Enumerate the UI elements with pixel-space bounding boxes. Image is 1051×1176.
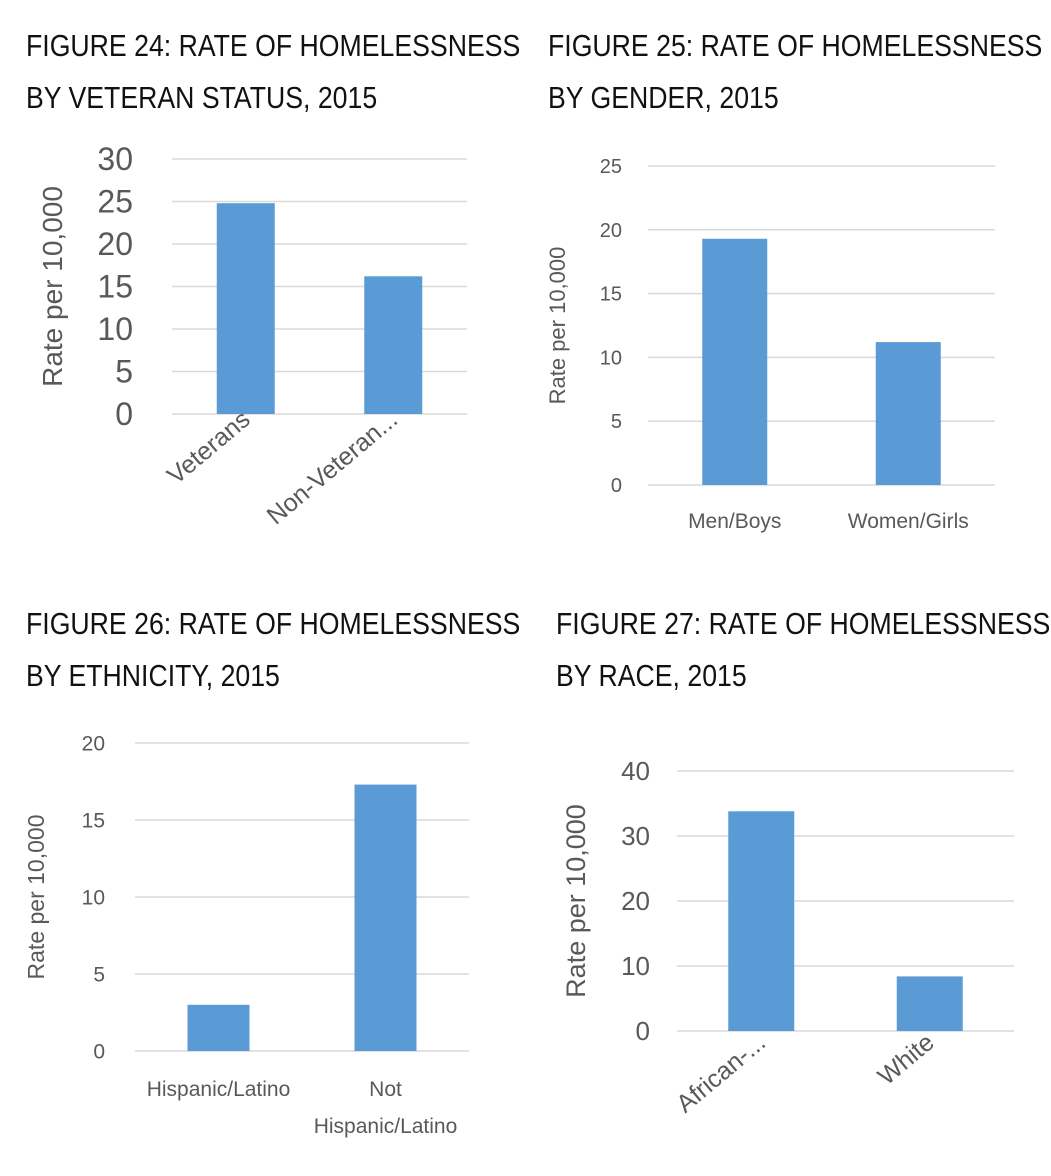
figure-27-title-line-1: FIGURE 27: RATE OF HOMELESSNESS xyxy=(556,606,1051,641)
y-tick-label: 0 xyxy=(115,396,133,432)
y-tick-label: 15 xyxy=(97,269,133,305)
figure-24-title-line-1: FIGURE 24: RATE OF HOMELESSNESS xyxy=(26,28,521,63)
figure-24-title: FIGURE 24: RATE OF HOMELESSNESS BY VETER… xyxy=(26,20,520,124)
y-axis-label: Rate per 10,000 xyxy=(37,186,68,387)
y-tick-label: 0 xyxy=(636,1016,650,1046)
y-tick-label: 20 xyxy=(82,732,105,755)
y-tick-label: 30 xyxy=(621,821,650,851)
figure-27-title: FIGURE 27: RATE OF HOMELESSNESS BY RACE,… xyxy=(556,598,1050,702)
x-tick-label-line: Women/Girls xyxy=(848,510,969,533)
y-tick-label: 10 xyxy=(97,311,133,347)
y-tick-label: 30 xyxy=(97,141,133,177)
x-tick-label-line: Hispanic/Latino xyxy=(314,1115,458,1138)
bar xyxy=(896,976,963,1031)
y-tick-label: 10 xyxy=(600,347,622,369)
bar xyxy=(875,342,941,485)
y-axis-label: Rate per 10,000 xyxy=(561,804,591,998)
x-tick-label: Women/Girls xyxy=(848,510,969,533)
figure-27-chart: 0 10 20 30 40 Rate per 10,000 African-... White xyxy=(561,756,1014,1118)
bar xyxy=(364,276,423,414)
figure-24-title-line-2: BY VETERAN STATUS, 2015 xyxy=(26,80,378,115)
figure-25-title-line-1: FIGURE 25: RATE OF HOMELESSNESS xyxy=(548,28,1043,63)
y-tick-label: 25 xyxy=(97,184,133,220)
bar xyxy=(187,1004,250,1051)
figure-26-title-line-2: BY ETHNICITY, 2015 xyxy=(26,658,280,693)
figure-24-chart: 0 5 10 15 20 25 30 Rate per 10,000 Veterans Non-V… xyxy=(37,141,467,530)
y-tick-label: 5 xyxy=(611,411,622,433)
y-tick-label: 5 xyxy=(93,963,105,986)
y-axis-label: Rate per 10,000 xyxy=(23,815,49,980)
y-tick-label: 5 xyxy=(115,354,133,390)
y-tick-label: 15 xyxy=(600,284,622,306)
y-tick-label: 10 xyxy=(621,951,650,981)
figure-26-title-line-1: FIGURE 26: RATE OF HOMELESSNESS xyxy=(26,606,521,641)
y-tick-label: 20 xyxy=(600,220,622,242)
figure-25-chart: 0 5 10 15 20 25 Rate per 10,000 Men/Boys Women/G… xyxy=(545,156,995,533)
figure-27-title-line-2: BY RACE, 2015 xyxy=(556,658,747,693)
y-tick-label: 0 xyxy=(611,475,622,497)
x-tick-label: African-... xyxy=(671,1028,771,1118)
y-tick-label: 10 xyxy=(82,886,105,909)
y-tick-label: 0 xyxy=(93,1040,105,1063)
y-tick-label: 15 xyxy=(82,809,105,832)
x-tick-label: Non-Veteran... xyxy=(262,405,403,530)
x-tick-label: Hispanic/Latino xyxy=(147,1078,291,1101)
bar xyxy=(354,784,417,1051)
bar xyxy=(702,238,768,485)
y-tick-label: 20 xyxy=(621,886,650,916)
y-tick-label: 25 xyxy=(600,156,622,178)
x-tick-label-line: Not xyxy=(369,1078,402,1101)
bar xyxy=(728,811,795,1031)
y-axis-label: Rate per 10,000 xyxy=(545,247,570,405)
figure-25-title-line-2: BY GENDER, 2015 xyxy=(548,80,779,115)
x-tick-label: White xyxy=(873,1028,940,1091)
x-tick-label-line: Men/Boys xyxy=(688,510,781,533)
figure-26-title: FIGURE 26: RATE OF HOMELESSNESS BY ETHNI… xyxy=(26,598,520,702)
x-tick-label-line: Hispanic/Latino xyxy=(147,1078,291,1101)
x-tick-label: Men/Boys xyxy=(688,510,781,533)
x-tick-label: Veterans xyxy=(162,405,256,490)
figure-25-title: FIGURE 25: RATE OF HOMELESSNESS BY GENDE… xyxy=(548,20,1042,124)
y-tick-label: 20 xyxy=(97,226,133,262)
x-tick-label: Not Hispanic/Latino xyxy=(314,1078,458,1138)
bar xyxy=(216,203,275,414)
y-tick-label: 40 xyxy=(621,756,650,786)
